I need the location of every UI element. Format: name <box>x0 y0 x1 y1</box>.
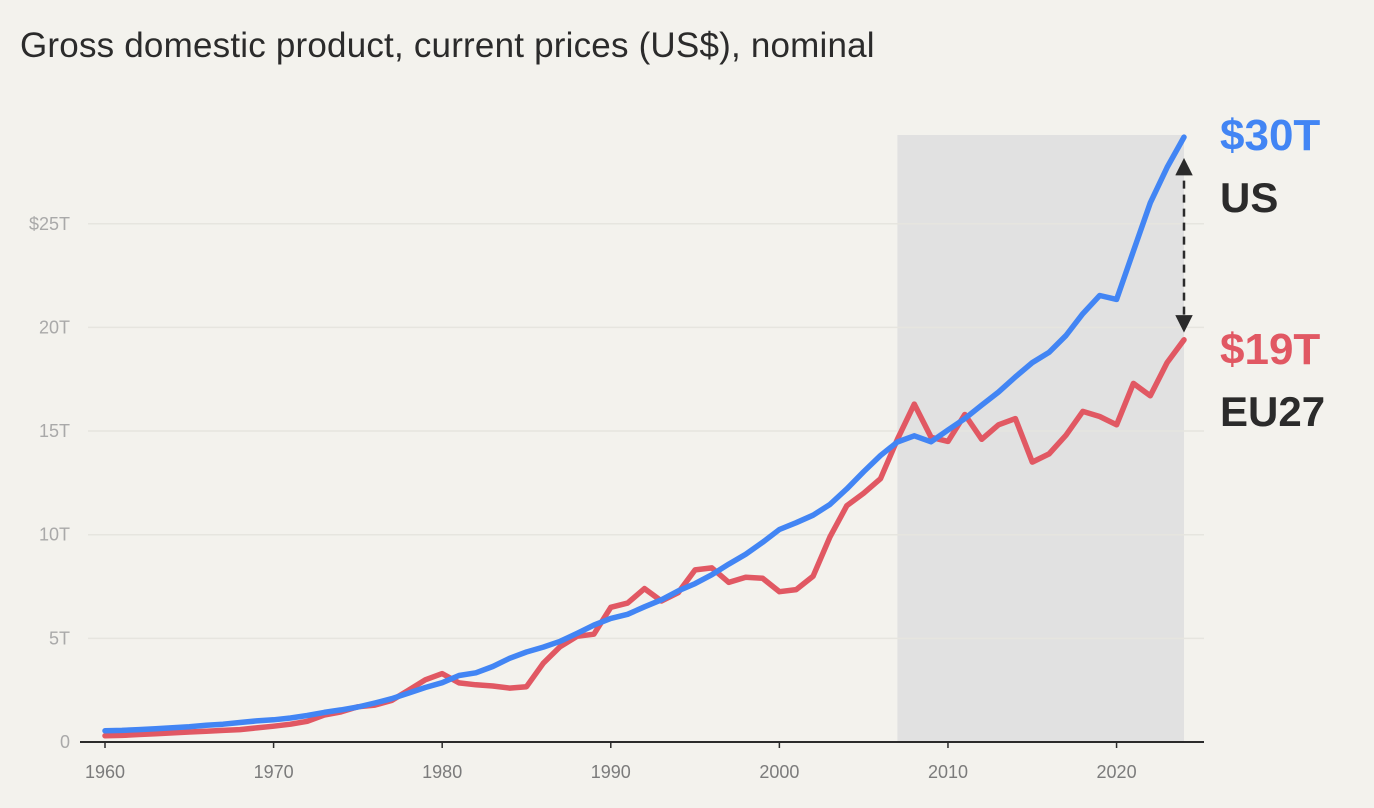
x-tick-label: 2010 <box>928 762 968 782</box>
y-tick-label: 20T <box>39 317 70 337</box>
chart-title: Gross domestic product, current prices (… <box>20 26 875 65</box>
y-tick-label: 10T <box>39 525 70 545</box>
x-tick-label: 2020 <box>1097 762 1137 782</box>
series-line-eu27 <box>102 337 1187 739</box>
x-tick-label: 2000 <box>759 762 799 782</box>
x-tick-label: 1990 <box>591 762 631 782</box>
y-tick-label: $25T <box>29 214 70 234</box>
eu-end-value-label: $19T <box>1220 325 1320 374</box>
eu-series-label: EU27 <box>1220 388 1325 435</box>
us-series-label: US <box>1220 174 1278 221</box>
y-tick-label: 0 <box>60 732 70 752</box>
y-tick-label: 15T <box>39 421 70 441</box>
x-tick-label: 1970 <box>254 762 294 782</box>
x-tick-label: 1980 <box>422 762 462 782</box>
x-tick-label: 1960 <box>85 762 125 782</box>
y-tick-label: 5T <box>49 628 70 648</box>
series-line-us <box>102 134 1187 734</box>
us-end-value-label: $30T <box>1220 111 1320 160</box>
